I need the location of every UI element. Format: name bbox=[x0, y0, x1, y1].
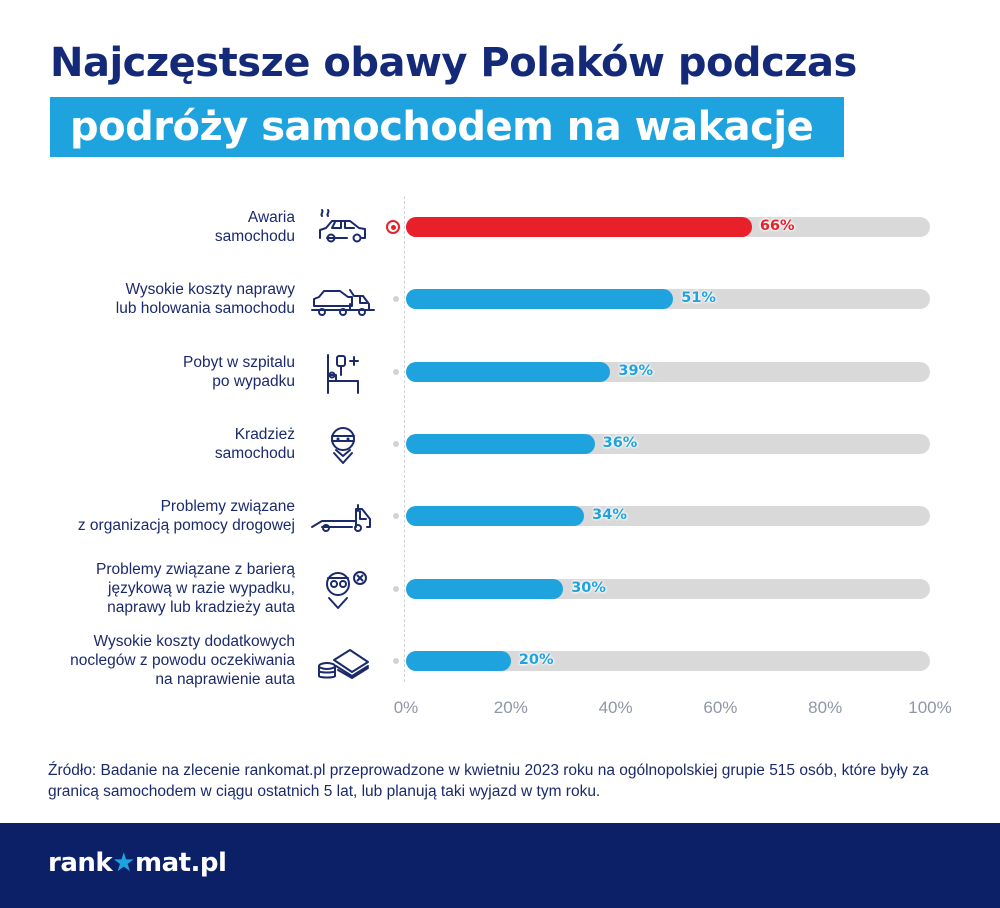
data-label: 30% bbox=[571, 579, 606, 596]
zero-axis-line bbox=[404, 196, 405, 682]
category-label-line: samochodu bbox=[214, 228, 295, 245]
thief-icon bbox=[310, 419, 376, 469]
confused-person-icon bbox=[310, 564, 376, 614]
row-marker-dot bbox=[393, 585, 399, 592]
category-label: Awaria samochodu bbox=[25, 208, 295, 246]
data-label: 20% bbox=[518, 651, 554, 668]
row-marker-dot bbox=[393, 440, 399, 447]
logo-star-icon: ★ bbox=[112, 848, 135, 878]
category-label-line: noclegów z powodu oczekiwania bbox=[70, 652, 295, 670]
car-smoke-icon bbox=[310, 202, 376, 252]
category-label-line: Problemy związane bbox=[160, 498, 295, 516]
bar bbox=[406, 433, 595, 454]
category-label-line: Problemy związane z barierą bbox=[95, 561, 295, 578]
bar bbox=[406, 289, 674, 310]
chart-title-line1: Najczęstsze obawy Polaków podczas bbox=[50, 40, 857, 86]
bar bbox=[406, 361, 611, 382]
hospital-bed-icon bbox=[310, 347, 376, 397]
category-label-line: naprawy lub kradzieży auta bbox=[107, 599, 295, 616]
row-marker-dot bbox=[393, 657, 399, 664]
x-tick-label: 60% bbox=[703, 698, 738, 717]
bar-track bbox=[406, 650, 930, 671]
category-label: Kradzież samochodu bbox=[25, 425, 295, 463]
money-coins-icon bbox=[310, 636, 376, 686]
category-label: Problemy związane z organizacją pomocy dr… bbox=[25, 497, 295, 535]
category-label: Wysokie koszty dodatkowych noclegów z pow… bbox=[25, 632, 295, 689]
data-label: 34% bbox=[592, 507, 627, 524]
row-marker-dot bbox=[393, 296, 399, 303]
data-label: 36% bbox=[602, 434, 638, 451]
x-tick-label: 0% bbox=[393, 698, 419, 717]
x-tick-label: 20% bbox=[493, 698, 528, 717]
bar bbox=[406, 650, 511, 671]
category-label: Problemy związane z barierą językową w ra… bbox=[25, 560, 295, 617]
data-label: 66% bbox=[759, 218, 795, 234]
category-label-line: z organizacją pomocy drogowej bbox=[77, 517, 295, 535]
row-marker-dot bbox=[393, 513, 399, 520]
chart-title-banner: podróży samochodem na wakacje bbox=[50, 97, 844, 157]
category-label-line: Pobyt w szpitalu bbox=[183, 353, 295, 371]
category-label-line: na naprawienie auta bbox=[155, 671, 295, 689]
category-label: Wysokie koszty naprawy lub holowania samo… bbox=[25, 280, 295, 318]
category-label-line: Wysokie koszty dodatkowych bbox=[93, 633, 295, 651]
category-label: Pobyt w szpitalu po wypadku bbox=[25, 353, 295, 391]
tow-truck-icon bbox=[310, 274, 376, 324]
bar bbox=[406, 506, 585, 527]
x-tick-label: 100% bbox=[908, 698, 952, 717]
category-label-line: Wysokie koszty naprawy bbox=[125, 281, 295, 299]
bar bbox=[406, 578, 564, 599]
flatbed-truck-icon bbox=[310, 491, 376, 541]
category-label-line: językową w razie wypadku, bbox=[108, 580, 295, 597]
x-tick-label: 40% bbox=[598, 698, 633, 717]
x-tick-label: 80% bbox=[808, 698, 843, 717]
logo-text-start: rank bbox=[48, 848, 113, 878]
source-note: Źródło: Badanie na zlecenie rankomat.pl … bbox=[48, 762, 929, 800]
data-label: 51% bbox=[681, 290, 716, 307]
rankomat-logo[interactable]: rank★mat.pl bbox=[48, 848, 227, 878]
category-label-line: Awaria bbox=[247, 209, 295, 226]
bar-highlight bbox=[406, 217, 752, 237]
category-label-line: samochodu bbox=[214, 444, 295, 462]
chart-title-line2: podróży samochodem na wakacje bbox=[70, 104, 814, 150]
category-label-line: Kradzież bbox=[234, 425, 295, 443]
category-label-line: lub holowania samochodu bbox=[115, 300, 295, 318]
data-label: 39% bbox=[618, 362, 654, 379]
logo-text-end: mat.pl bbox=[134, 848, 227, 878]
category-label-line: po wypadku bbox=[212, 372, 295, 390]
row-marker-dot bbox=[393, 368, 399, 375]
highlight-marker-icon bbox=[386, 220, 400, 234]
footer-bar: rank★mat.pl bbox=[0, 823, 1000, 908]
